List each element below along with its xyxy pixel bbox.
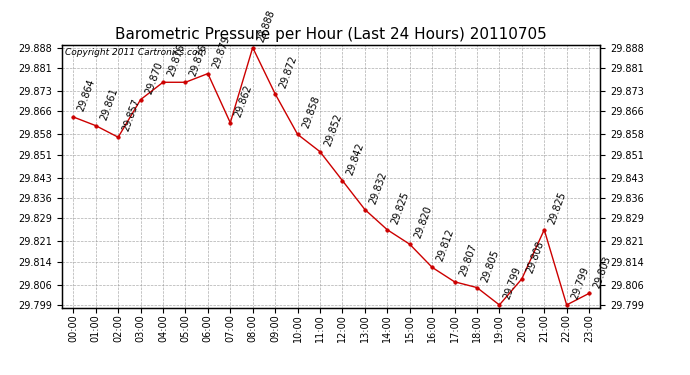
Text: 29.852: 29.852 xyxy=(323,112,344,147)
Text: 29.799: 29.799 xyxy=(569,266,591,301)
Title: Barometric Pressure per Hour (Last 24 Hours) 20110705: Barometric Pressure per Hour (Last 24 Ho… xyxy=(115,27,547,42)
Text: 29.870: 29.870 xyxy=(144,60,164,96)
Text: 29.832: 29.832 xyxy=(368,170,388,206)
Text: 29.803: 29.803 xyxy=(592,254,613,289)
Text: 29.876: 29.876 xyxy=(188,43,209,78)
Text: 29.799: 29.799 xyxy=(502,266,523,301)
Text: 29.864: 29.864 xyxy=(76,78,97,113)
Text: 29.825: 29.825 xyxy=(390,190,411,226)
Text: 29.808: 29.808 xyxy=(524,240,546,275)
Text: 29.888: 29.888 xyxy=(255,8,277,44)
Text: 29.858: 29.858 xyxy=(300,95,322,130)
Text: 29.857: 29.857 xyxy=(121,98,142,133)
Text: 29.862: 29.862 xyxy=(233,83,254,118)
Text: 29.861: 29.861 xyxy=(99,86,119,122)
Text: 29.825: 29.825 xyxy=(547,190,568,226)
Text: 29.812: 29.812 xyxy=(435,228,456,263)
Text: 29.876: 29.876 xyxy=(166,43,187,78)
Text: 29.820: 29.820 xyxy=(413,205,433,240)
Text: 29.842: 29.842 xyxy=(345,141,366,176)
Text: 29.807: 29.807 xyxy=(457,242,478,278)
Text: 29.879: 29.879 xyxy=(210,34,232,69)
Text: Copyright 2011 Cartronics.com: Copyright 2011 Cartronics.com xyxy=(65,48,206,57)
Text: 29.872: 29.872 xyxy=(278,54,299,90)
Text: 29.805: 29.805 xyxy=(480,248,501,284)
